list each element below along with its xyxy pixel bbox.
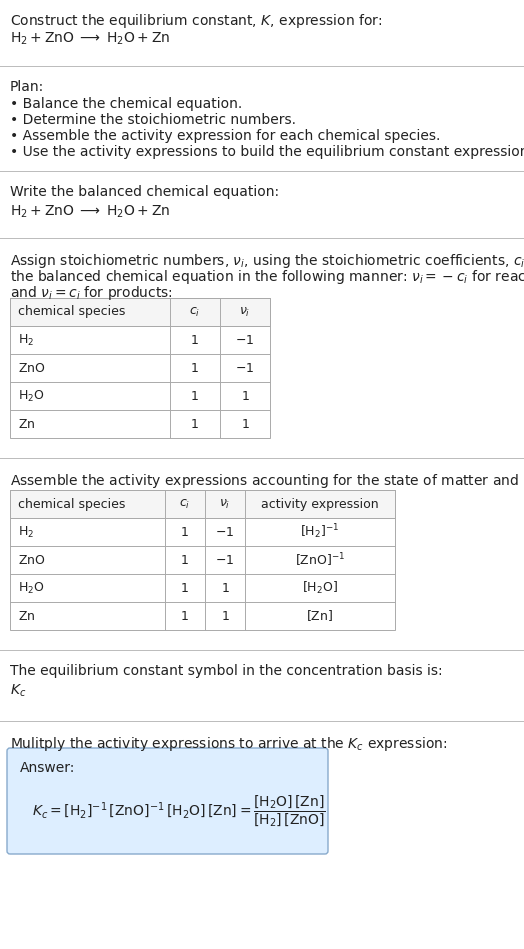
Text: Plan:: Plan: bbox=[10, 80, 44, 94]
Text: Assign stoichiometric numbers, $\nu_i$, using the stoichiometric coefficients, $: Assign stoichiometric numbers, $\nu_i$, … bbox=[10, 252, 524, 270]
Text: $\mathrm{H_2 + ZnO \;\longrightarrow\; H_2O + Zn}$: $\mathrm{H_2 + ZnO \;\longrightarrow\; H… bbox=[10, 204, 170, 220]
Text: $[\mathrm{ZnO}]^{-1}$: $[\mathrm{ZnO}]^{-1}$ bbox=[295, 551, 345, 568]
Text: $K_c = [\mathrm{H_2}]^{-1}\,[\mathrm{ZnO}]^{-1}\,[\mathrm{H_2O}]\,[\mathrm{Zn}] : $K_c = [\mathrm{H_2}]^{-1}\,[\mathrm{ZnO… bbox=[32, 793, 326, 828]
Text: • Balance the chemical equation.: • Balance the chemical equation. bbox=[10, 97, 242, 111]
FancyBboxPatch shape bbox=[7, 748, 328, 854]
Text: $\mathrm{H_2 + ZnO \;\longrightarrow\; H_2O + Zn}$: $\mathrm{H_2 + ZnO \;\longrightarrow\; H… bbox=[10, 31, 170, 47]
Text: $[\mathrm{H_2}]^{-1}$: $[\mathrm{H_2}]^{-1}$ bbox=[300, 523, 340, 541]
Text: $1$: $1$ bbox=[221, 582, 230, 594]
Text: $1$: $1$ bbox=[221, 609, 230, 623]
Text: $c_i$: $c_i$ bbox=[179, 497, 191, 511]
Text: $\mathrm{H_2}$: $\mathrm{H_2}$ bbox=[18, 525, 34, 540]
Bar bbox=[10, 490, 395, 630]
Text: $\mathrm{ZnO}$: $\mathrm{ZnO}$ bbox=[18, 362, 46, 375]
Text: chemical species: chemical species bbox=[18, 497, 125, 511]
Text: Assemble the activity expressions accounting for the state of matter and $\nu_i$: Assemble the activity expressions accoun… bbox=[10, 472, 524, 490]
Text: Mulitply the activity expressions to arrive at the $K_c$ expression:: Mulitply the activity expressions to arr… bbox=[10, 735, 447, 753]
Text: • Use the activity expressions to build the equilibrium constant expression.: • Use the activity expressions to build … bbox=[10, 145, 524, 159]
Text: $-1$: $-1$ bbox=[215, 526, 235, 538]
Text: 1: 1 bbox=[181, 526, 189, 538]
Bar bbox=[10, 490, 395, 518]
Text: The equilibrium constant symbol in the concentration basis is:: The equilibrium constant symbol in the c… bbox=[10, 664, 443, 678]
Text: 1: 1 bbox=[191, 418, 199, 431]
Text: $\mathrm{Zn}$: $\mathrm{Zn}$ bbox=[18, 609, 36, 623]
Text: $\mathrm{Zn}$: $\mathrm{Zn}$ bbox=[18, 418, 36, 431]
Bar bbox=[10, 298, 270, 438]
Text: Write the balanced chemical equation:: Write the balanced chemical equation: bbox=[10, 185, 279, 199]
Text: $\nu_i$: $\nu_i$ bbox=[239, 306, 250, 319]
Text: $1$: $1$ bbox=[241, 389, 249, 402]
Text: Answer:: Answer: bbox=[20, 761, 75, 775]
Text: the balanced chemical equation in the following manner: $\nu_i = -c_i$ for react: the balanced chemical equation in the fo… bbox=[10, 268, 524, 286]
Text: $[\mathrm{Zn}]$: $[\mathrm{Zn}]$ bbox=[307, 608, 334, 623]
Text: chemical species: chemical species bbox=[18, 306, 125, 319]
Text: and $\nu_i = c_i$ for products:: and $\nu_i = c_i$ for products: bbox=[10, 284, 173, 302]
Text: 1: 1 bbox=[181, 609, 189, 623]
Text: $c_i$: $c_i$ bbox=[189, 306, 201, 319]
Text: $\mathrm{H_2O}$: $\mathrm{H_2O}$ bbox=[18, 388, 45, 403]
Text: $\nu_i$: $\nu_i$ bbox=[220, 497, 231, 511]
Text: $-1$: $-1$ bbox=[235, 362, 255, 375]
Text: $\mathrm{H_2O}$: $\mathrm{H_2O}$ bbox=[18, 581, 45, 596]
Text: $-1$: $-1$ bbox=[235, 333, 255, 346]
Text: $\mathrm{H_2}$: $\mathrm{H_2}$ bbox=[18, 332, 34, 347]
Text: $[\mathrm{H_2O}]$: $[\mathrm{H_2O}]$ bbox=[302, 580, 338, 596]
Text: 1: 1 bbox=[191, 362, 199, 375]
Text: 1: 1 bbox=[191, 333, 199, 346]
Text: activity expression: activity expression bbox=[261, 497, 379, 511]
Text: • Determine the stoichiometric numbers.: • Determine the stoichiometric numbers. bbox=[10, 113, 296, 127]
Text: $-1$: $-1$ bbox=[215, 553, 235, 567]
Text: Construct the equilibrium constant, $K$, expression for:: Construct the equilibrium constant, $K$,… bbox=[10, 12, 383, 30]
Text: $K_c$: $K_c$ bbox=[10, 683, 26, 699]
Text: 1: 1 bbox=[191, 389, 199, 402]
Text: 1: 1 bbox=[181, 582, 189, 594]
Bar bbox=[10, 298, 270, 326]
Text: $1$: $1$ bbox=[241, 418, 249, 431]
Text: $\mathrm{ZnO}$: $\mathrm{ZnO}$ bbox=[18, 553, 46, 567]
Text: 1: 1 bbox=[181, 553, 189, 567]
Text: • Assemble the activity expression for each chemical species.: • Assemble the activity expression for e… bbox=[10, 129, 440, 143]
